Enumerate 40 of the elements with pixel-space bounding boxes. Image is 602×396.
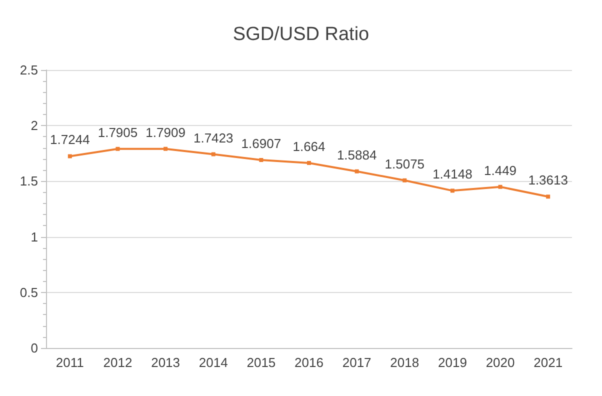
y-tick-label: 2.5 — [20, 62, 38, 78]
data-label: 1.6907 — [241, 136, 282, 151]
point — [211, 152, 216, 156]
point — [116, 146, 120, 151]
y-tick-label: 0.5 — [20, 284, 38, 300]
x-tick-label: 2020 — [486, 355, 515, 370]
x-tick-label: 2019 — [438, 355, 467, 370]
data-label: 1.7244 — [50, 132, 90, 148]
x-tick-label: 2017 — [342, 355, 372, 370]
y-tick-label: 2 — [30, 118, 38, 134]
data-label: 1.7905 — [98, 124, 138, 140]
data-label: 1.7909 — [146, 124, 186, 140]
data-label: 1.664 — [292, 138, 326, 154]
data-label: 1.4148 — [432, 166, 472, 182]
x-tick-label: 2011 — [56, 355, 84, 370]
x-tick-label: 2012 — [103, 355, 132, 370]
data-label: 1.449 — [484, 162, 517, 178]
x-tick-label: 2013 — [151, 355, 180, 370]
point — [498, 184, 502, 189]
data-label: 1.7423 — [193, 130, 234, 146]
point — [450, 188, 454, 193]
data-label: 1.5075 — [384, 156, 425, 172]
data-label: 1.3613 — [528, 172, 568, 188]
y-tick-label: 1.5 — [20, 174, 38, 189]
point — [259, 158, 264, 162]
x-tick-label: 2021 — [534, 355, 563, 370]
y-tick-label: 0 — [30, 340, 38, 356]
x-tick-label: 2014 — [198, 355, 228, 370]
point — [402, 178, 407, 182]
data-label: 1.5884 — [336, 147, 377, 162]
point — [354, 169, 359, 174]
x-tick-label: 2016 — [294, 355, 324, 370]
point — [68, 154, 72, 158]
y-tick-label: 1 — [30, 229, 38, 244]
point — [164, 146, 168, 151]
chart-title: SGD/USD Ratio — [232, 24, 370, 45]
x-tick-label: 2015 — [246, 355, 276, 370]
x-tick-label: 2018 — [390, 355, 420, 370]
point — [546, 194, 550, 199]
point — [307, 160, 311, 165]
